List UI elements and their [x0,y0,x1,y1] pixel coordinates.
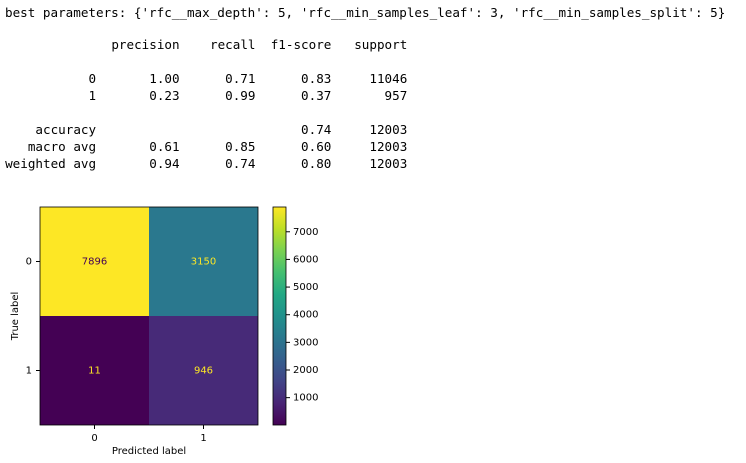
report-cell: 0.74 [225,156,256,171]
cell-label: 3150 [191,257,216,268]
params-line: best parameters: {'rfc__max_depth': 5, '… [5,5,726,20]
report-header: support [354,37,408,52]
report-cell: 0.94 [149,156,180,171]
report-cell: 0.61 [149,139,180,154]
y-axis-label: True label [10,292,21,342]
report-cell: 12003 [369,139,408,154]
report-cell: 0.71 [225,71,256,86]
heatmap-cell [40,316,149,425]
cell-label: 7896 [82,257,107,268]
report-cell: 0.23 [149,88,180,103]
colorbar-tick-label: 1000 [293,393,318,404]
report-cell: 0.99 [225,88,256,103]
x-axis-label: Predicted label [112,446,186,457]
report-cell: 0.83 [301,71,332,86]
report-cell: 12003 [369,122,408,137]
report-header: recall [209,37,256,52]
cell-label: 946 [194,366,213,377]
report-header: precision [111,37,180,52]
colorbar-tick-label: 6000 [293,254,318,265]
colorbar-tick-label: 5000 [293,282,318,293]
report-cell: 1.00 [149,71,180,86]
report-cell: 11046 [369,71,408,86]
report-cell: 0.37 [301,88,332,103]
colorbar [272,206,287,426]
row-label: accuracy [35,122,97,137]
report-cell: 0.74 [301,122,332,137]
row-label: weighted avg [5,156,97,171]
y-tick-label: 0 [26,257,32,268]
colorbar-tick-label: 4000 [293,310,318,321]
report-cell: 12003 [369,156,408,171]
report-cell: 957 [384,88,408,103]
heatmap-cell [149,207,258,316]
colorbar-tick-label: 7000 [293,227,318,238]
plot-frame [39,206,259,426]
y-tick-label: 1 [26,366,32,377]
heatmap-cell [149,316,258,425]
report-header: f1-score [270,37,332,52]
row-label: macro avg [27,139,97,154]
heatmap-cell [40,207,149,316]
colorbar-tick-label: 3000 [293,337,318,348]
x-tick-label: 0 [91,433,97,444]
x-tick-label: 1 [200,433,206,444]
report-cell: 0.85 [225,139,256,154]
row-label: 1 [88,88,97,103]
report-cell: 0.60 [301,139,332,154]
cell-label: 11 [88,366,101,377]
report-cell: 0.80 [301,156,332,171]
colorbar-tick-label: 2000 [293,365,318,376]
row-label: 0 [88,71,97,86]
